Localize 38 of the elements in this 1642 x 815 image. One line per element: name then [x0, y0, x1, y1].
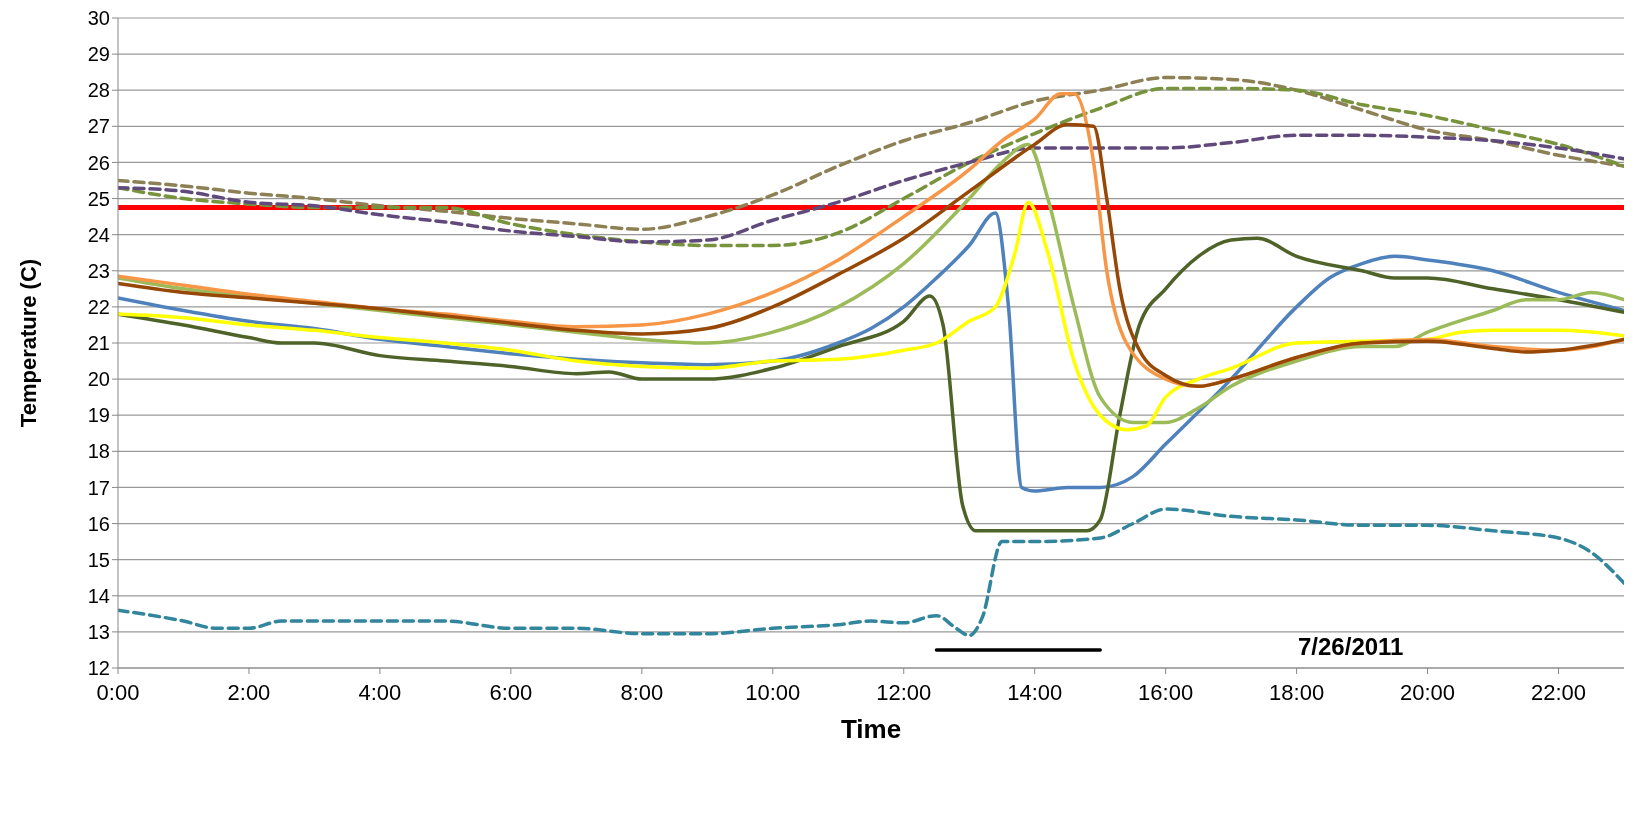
- x-tick-label: 18:00: [1269, 679, 1325, 705]
- y-tick-label: 25: [87, 187, 110, 210]
- line-series: [118, 200, 1624, 432]
- x-axis-title: Time: [840, 714, 902, 744]
- y-tick-label: 20: [87, 368, 110, 391]
- y-tick-label: 26: [87, 151, 110, 174]
- line-series: [118, 75, 1624, 231]
- x-tick-label: 16:00: [1138, 679, 1194, 705]
- y-tick-label: 19: [87, 404, 110, 427]
- annotation: 7/26/2011: [1298, 633, 1404, 661]
- y-tick-label: 21: [87, 332, 110, 355]
- x-tick-label: 10:00: [745, 679, 801, 705]
- y-tick-label: 17: [87, 476, 110, 499]
- y-tick-label: 16: [87, 512, 110, 535]
- y-tick-label: 23: [87, 259, 110, 282]
- line-series: [118, 133, 1624, 244]
- y-tick-label: 28: [87, 79, 110, 102]
- y-tick-label: 30: [87, 7, 110, 30]
- y-tick-label: 14: [87, 584, 110, 607]
- y-tick-label: 18: [87, 440, 110, 463]
- x-tick-label: 20:00: [1400, 679, 1456, 705]
- x-tick-label: 12:00: [876, 679, 932, 705]
- x-tick-label: 14:00: [1007, 679, 1063, 705]
- y-tick-label: 22: [87, 295, 110, 318]
- y-tick-label: 13: [87, 620, 110, 643]
- x-tick-label: 0:00: [96, 679, 140, 705]
- x-tick-label: 6:00: [489, 679, 533, 705]
- y-tick-label: 15: [87, 548, 110, 571]
- y-tick-label: 29: [87, 43, 110, 66]
- x-tick-label: 2:00: [227, 679, 271, 705]
- y-tick-label: 24: [87, 223, 110, 246]
- x-tick-label: 4:00: [358, 679, 402, 705]
- y-tick-label: 27: [87, 115, 110, 138]
- x-tick-label: 22:00: [1530, 679, 1587, 705]
- y-axis-title: Temperature (C): [15, 258, 41, 428]
- y-tick-label: 12: [87, 657, 110, 680]
- line-series: [118, 507, 1624, 638]
- x-tick-label: 8:00: [620, 679, 664, 705]
